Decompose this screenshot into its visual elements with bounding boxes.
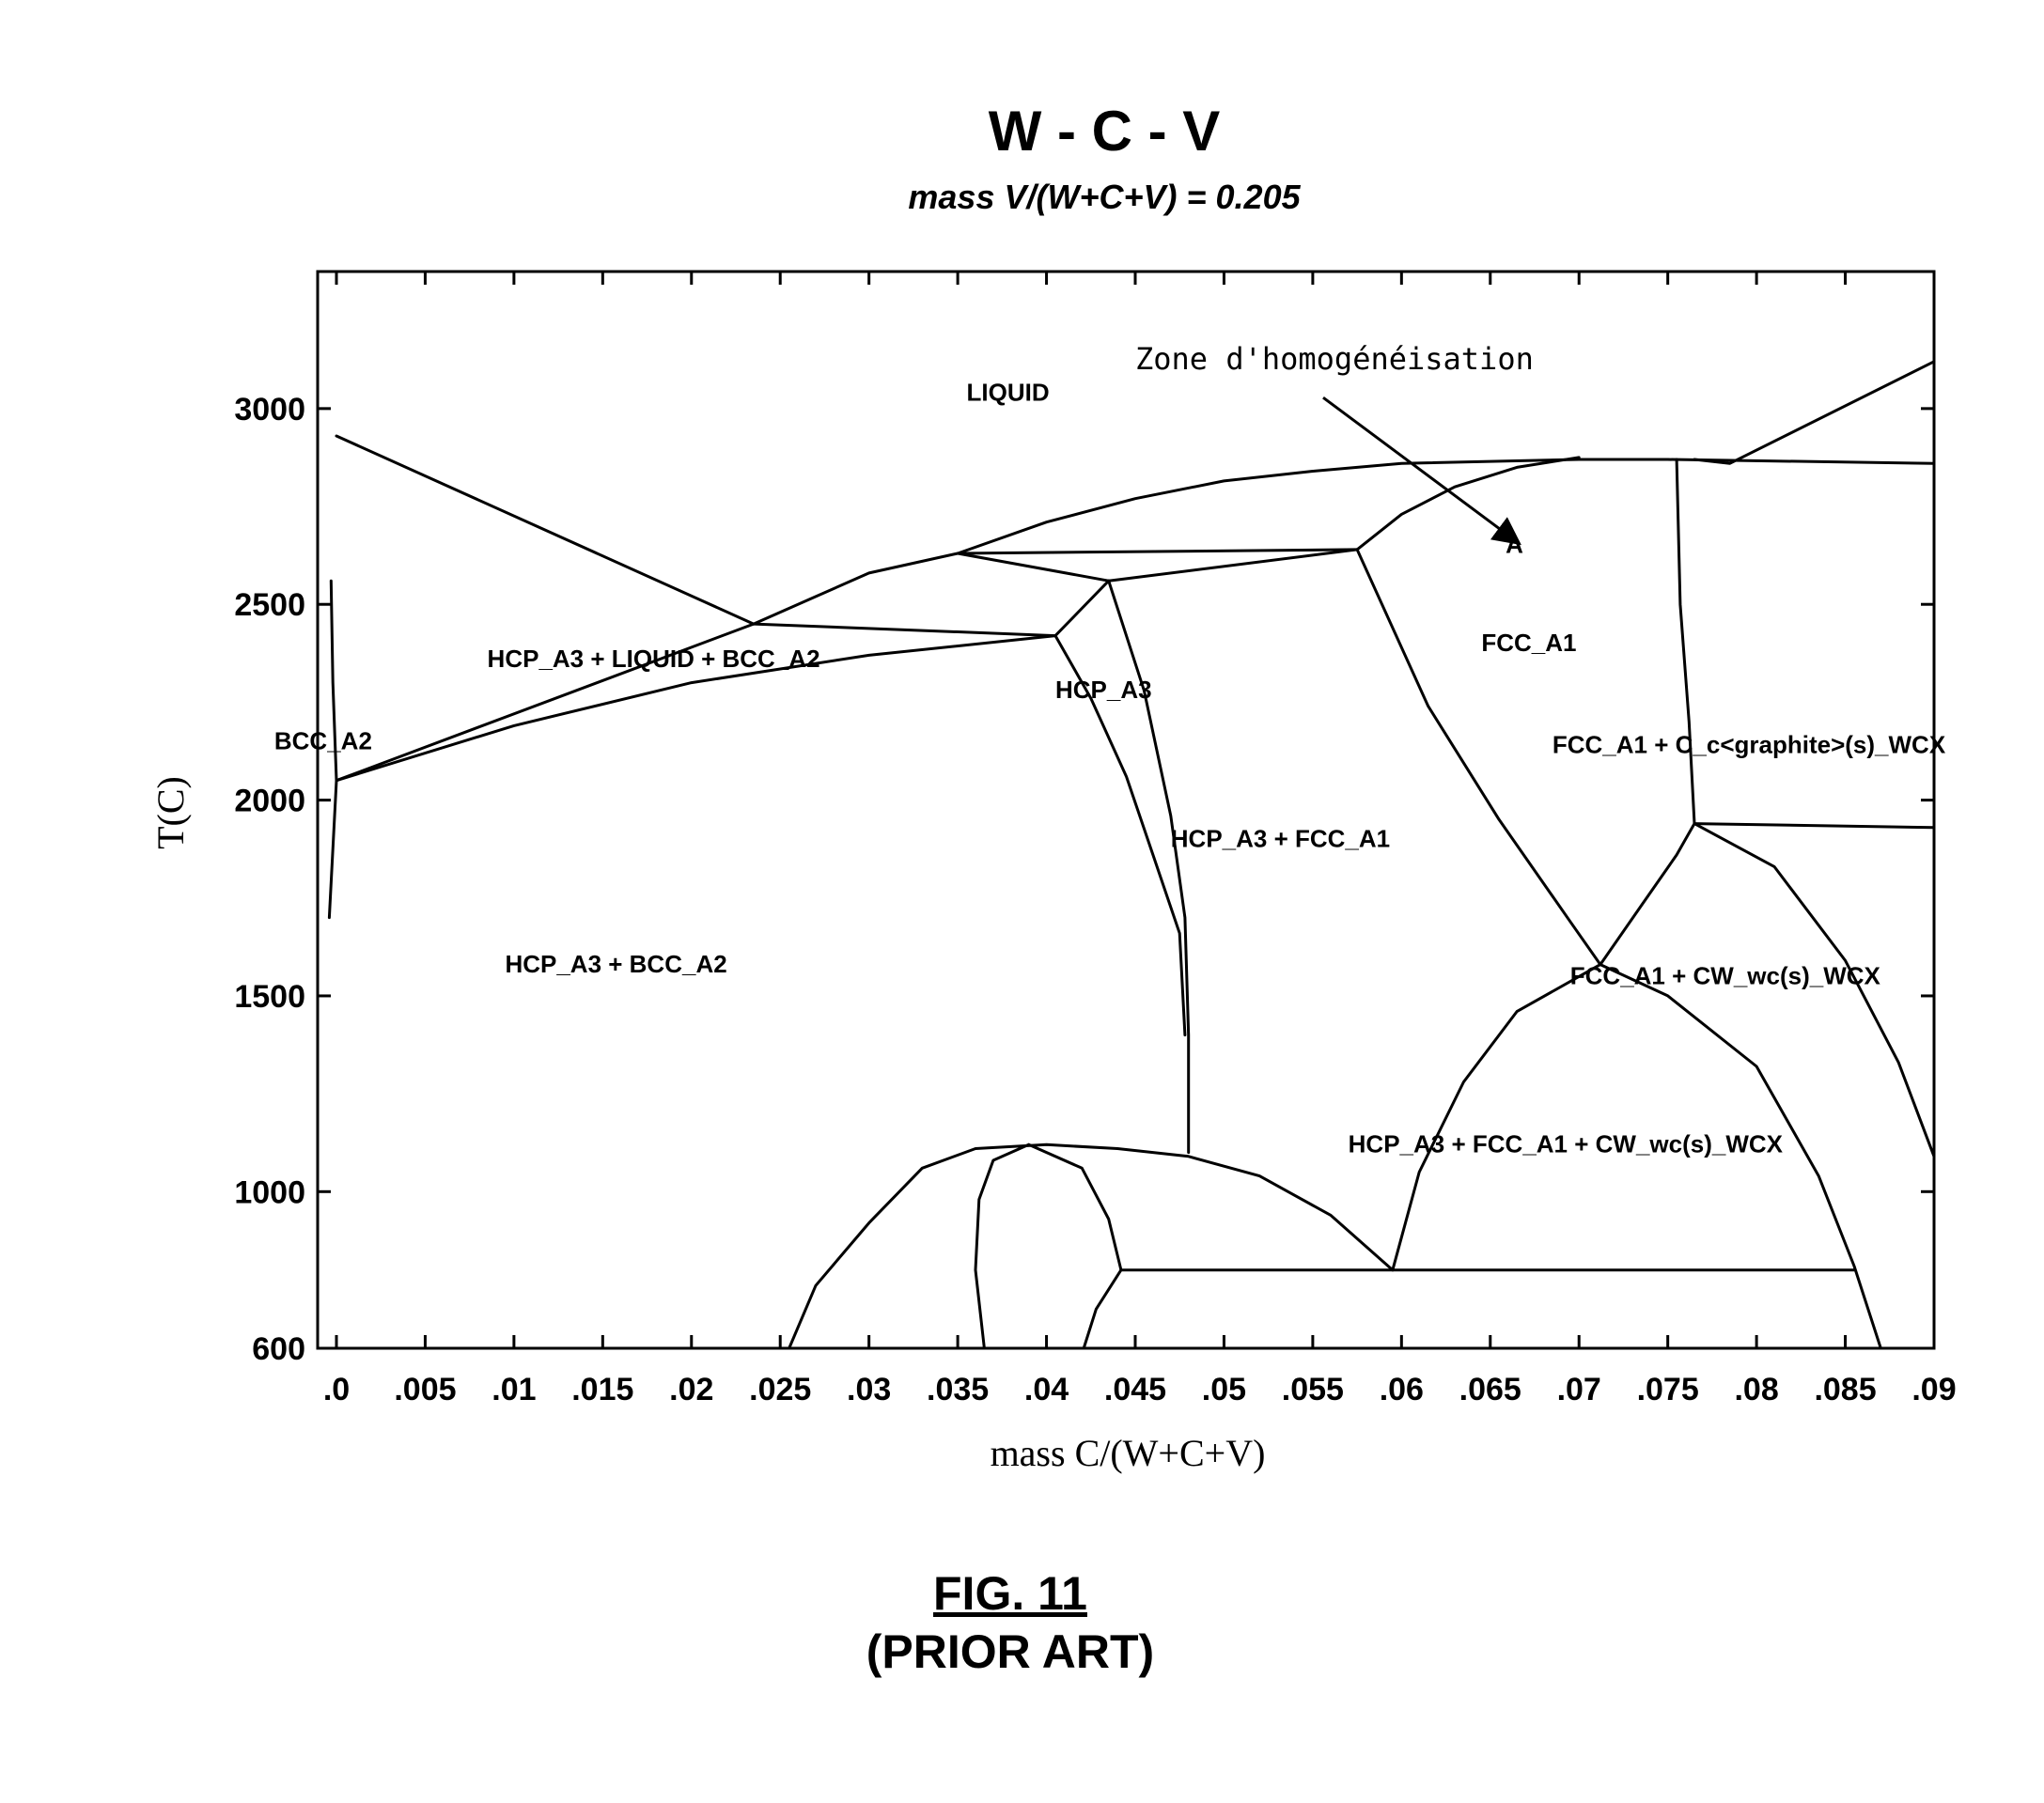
phase-boundary-4 [752,622,1057,638]
region-label: BCC_A2 [274,726,372,754]
region-label: HCP_A3 + LIQUID + BCC_A2 [488,645,820,673]
x-tick-label: .04 [1024,1372,1069,1407]
x-tick-label: .015 [571,1372,633,1407]
x-tick-label: .025 [749,1372,811,1407]
point-a-marker: A [1506,531,1523,559]
x-tick-label: .065 [1459,1372,1521,1407]
x-tick-label: .085 [1814,1372,1876,1407]
phase-boundary-19 [1391,963,1882,1350]
x-tick-label: .08 [1734,1372,1778,1407]
phase-boundary-8 [956,552,1111,583]
region-label: FCC_A1 + CW_wc(s)_WCX [1570,961,1881,989]
region-label: FCC_A1 + C_c<graphite>(s)_WCX [1553,731,1946,759]
phase-boundary-10 [1107,548,1359,583]
x-tick-label: .03 [847,1372,891,1407]
y-axis-ticks: 600 1000 1500 2000 2500 3000 [234,392,1934,1367]
phase-boundary-3 [1693,360,1936,465]
x-tick-label: .02 [669,1372,713,1407]
region-label: LIQUID [967,379,1050,407]
phase-boundary-7 [1053,579,1111,638]
x-tick-label: .09 [1911,1372,1956,1407]
region-label: HCP_A3 + FCC_A1 + CW_wc(s)_WCX [1349,1130,1784,1158]
phase-boundary-18 [1693,822,1936,1158]
x-tick-label: .055 [1282,1372,1344,1407]
x-tick-label: .075 [1637,1372,1699,1407]
phase-boundary-13 [1107,579,1191,1155]
phase-boundary-11 [1355,456,1581,552]
figure-number: FIG. 11 [933,1567,1087,1620]
phase-boundary-1 [335,434,756,626]
x-tick-label: .01 [491,1372,536,1407]
region-labels: LIQUID HCP_A3 + LIQUID + BCC_A2 BCC_A2 HCP_… [274,379,1946,1158]
phase-boundary-2 [752,458,1936,626]
annotation-label: Zone d'homogénéisation [1135,341,1534,377]
chart-title: W - C - V [989,100,1221,163]
y-tick-label: 3000 [234,392,305,427]
x-axis-ticks: .0 .005 .01 .015 .02 .025 .03 .035 .04 .045 .05 .05… [323,272,1957,1407]
phase-boundary-17 [1693,822,1936,830]
prior-art-note: (PRIOR ART) [866,1625,1154,1678]
y-axis-title: T(C) [149,776,192,849]
y-tick-label: 1000 [234,1174,305,1210]
x-tick-label: .07 [1557,1372,1601,1407]
x-tick-label: .05 [1202,1372,1246,1407]
region-label: HCP_A3 + BCC_A2 [505,950,726,978]
phase-boundary-12 [1053,634,1187,1037]
y-tick-label: 2500 [234,587,305,623]
x-tick-label: .06 [1380,1372,1424,1407]
y-tick-label: 1500 [234,979,305,1015]
phase-boundary-15 [1599,822,1696,967]
y-tick-label: 600 [252,1331,305,1367]
phase-boundary-5 [335,622,756,783]
x-tick-label: .035 [927,1372,989,1407]
x-axis-title: mass C/(W+C+V) [991,1432,1266,1474]
boundary-lines [327,360,1936,1350]
region-label: HCP_A3 + FCC_A1 [1171,825,1390,853]
phase-boundary-14 [1355,548,1602,967]
x-tick-label: .045 [1104,1372,1166,1407]
phase-boundary-22 [1027,1142,1123,1272]
phase-boundary-25 [327,579,338,920]
region-label: FCC_A1 [1481,629,1576,657]
phase-boundary-23 [1082,1268,1123,1350]
x-tick-label: .005 [394,1372,456,1407]
x-tick-label: .0 [323,1372,350,1407]
phase-boundary-16 [1675,458,1696,826]
chart-subtitle: mass V/(W+C+V) = 0.205 [908,178,1301,216]
y-tick-label: 2000 [234,784,305,819]
annotation-arrow [1322,396,1521,546]
plot-frame [316,270,1936,1350]
phase-boundary-20 [788,1142,1395,1350]
phase-boundary-9 [956,548,1359,555]
phase-boundary-21 [974,1142,1031,1350]
region-label: HCP_A3 [1055,676,1152,704]
phase-boundary-6 [335,634,1057,783]
